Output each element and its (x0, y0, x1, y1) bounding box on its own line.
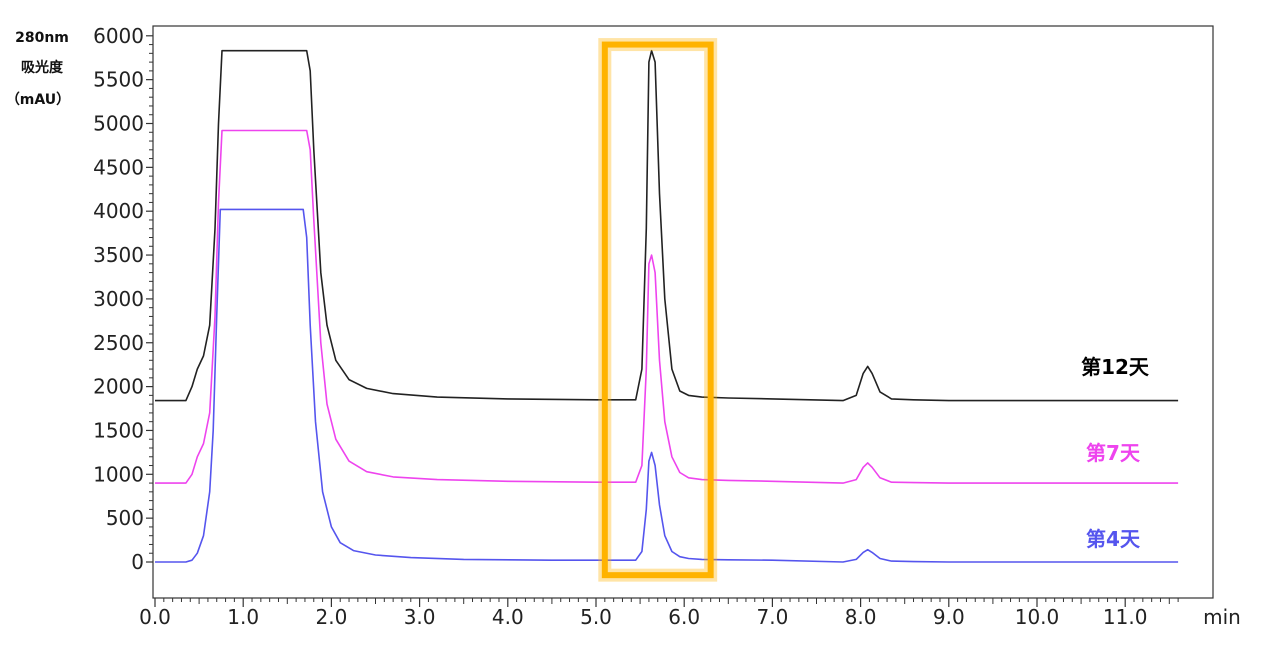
x-tick-label: 1.0 (227, 605, 259, 629)
highlight-rect (601, 41, 714, 579)
series-line-3 (155, 208, 1179, 563)
plot-frame (152, 25, 1214, 599)
y-tick-label: 5500 (93, 68, 144, 92)
y-tick-label: 3500 (93, 243, 144, 267)
series-label-2: 第7天 (1086, 441, 1141, 465)
y-tick-label: 4500 (93, 155, 144, 179)
series-line-1 (155, 49, 1179, 402)
x-tick-label: 8.0 (845, 605, 877, 629)
y-tick-label: 4000 (93, 199, 144, 223)
x-axis-unit: min (1203, 605, 1241, 629)
y-axis-title-line-3: （mAU） (6, 92, 70, 108)
y-axis: 6000550050004500400035003000250020001500… (93, 24, 153, 574)
y-tick-label: 0 (131, 550, 144, 574)
x-tick-label: 4.0 (492, 605, 524, 629)
highlight-box (598, 38, 718, 582)
x-tick-label: 6.0 (668, 605, 700, 629)
y-axis-title: 280nm 吸光度 （mAU） (6, 30, 70, 108)
x-tick-label: 5.0 (580, 605, 612, 629)
y-tick-label: 2000 (93, 375, 144, 399)
y-tick-label: 1500 (93, 418, 144, 442)
x-axis: 0.0 1.0 2.0 3.0 4.0 5.0 6.0 7.0 8.0 9.0 10.0 11.0 (139, 598, 1179, 629)
x-tick-label: 3.0 (404, 605, 436, 629)
x-tick-label: 10.0 (1015, 605, 1060, 629)
y-axis-title-line-2: 吸光度 (21, 59, 64, 76)
y-tick-label: 3000 (93, 287, 144, 311)
x-tick-label: 11.0 (1103, 605, 1148, 629)
y-tick-label: 5000 (93, 112, 144, 136)
y-tick-label: 2500 (93, 331, 144, 355)
series-label-1: 第12天 (1081, 355, 1150, 379)
x-tick-label: 0.0 (139, 605, 171, 629)
x-tick-label: 2.0 (315, 605, 347, 629)
x-tick-label: 9.0 (933, 605, 965, 629)
series-line-2 (155, 129, 1179, 484)
series-group (155, 49, 1179, 563)
series-label-3: 第4天 (1086, 527, 1141, 551)
y-tick-label: 6000 (93, 24, 144, 48)
y-axis-title-line-1: 280nm (15, 30, 69, 46)
x-tick-label: 7.0 (756, 605, 788, 629)
y-tick-label: 1000 (93, 462, 144, 486)
plot-border (152, 25, 1214, 599)
y-tick-label: 500 (106, 506, 144, 530)
